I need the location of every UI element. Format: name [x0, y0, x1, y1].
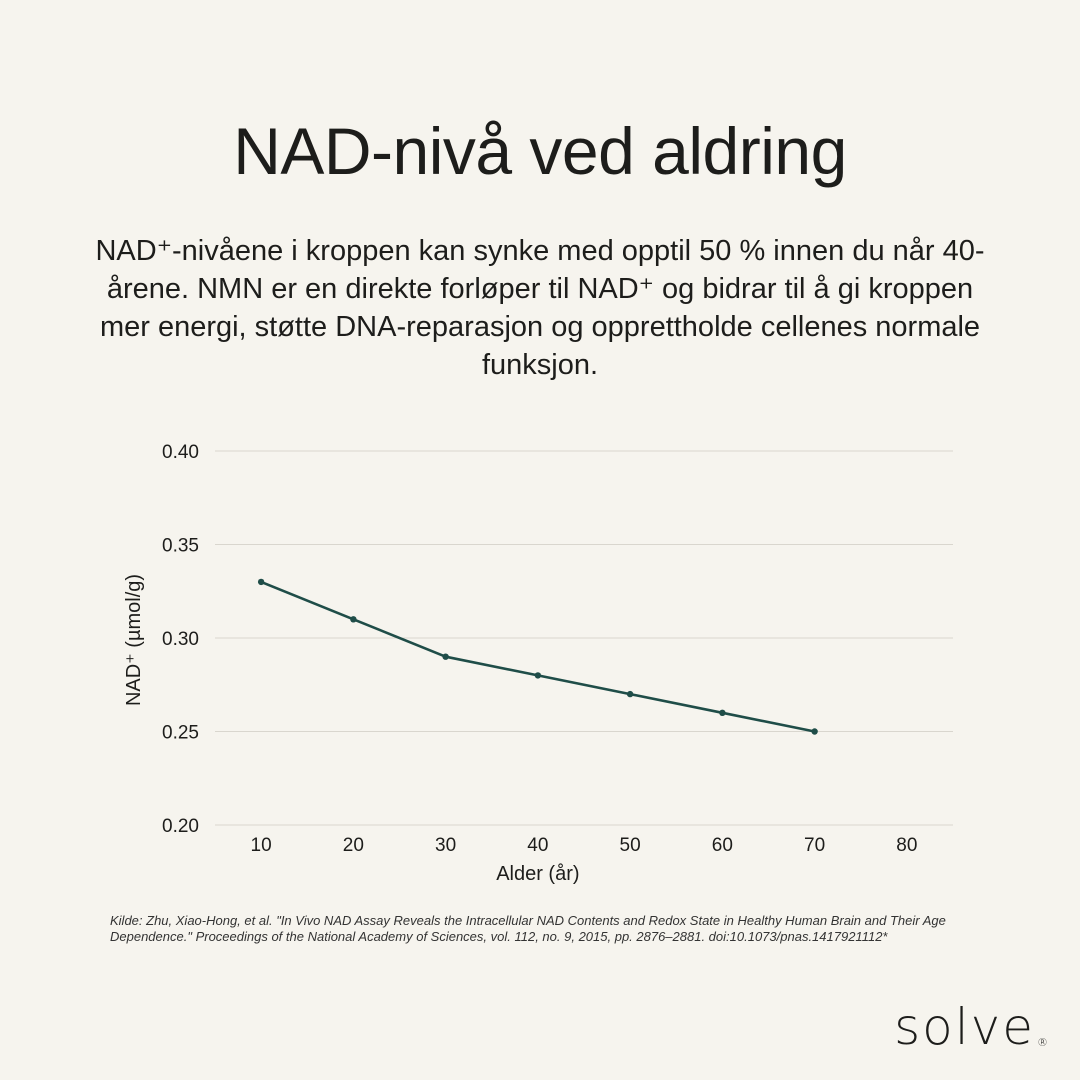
x-tick-label: 50 — [620, 835, 641, 856]
data-point — [811, 728, 818, 735]
source-citation: Kilde: Zhu, Xiao-Hong, et al. "In Vivo N… — [110, 913, 946, 944]
data-point — [534, 672, 542, 679]
x-axis-label: Alder (år) — [496, 863, 579, 885]
nad-series-line — [260, 580, 815, 733]
nad-line-chart: 0.20 0.25 0.30 0.35 0.40 10 20 30 40 50 60 70 80 NA… — [123, 442, 953, 885]
x-tick-label: 20 — [343, 835, 364, 856]
solve-logo: solve ® — [894, 998, 1048, 1056]
series-line — [260, 580, 815, 733]
logo-wordmark: solve — [894, 998, 1035, 1056]
y-tick-label: 0.25 — [162, 723, 199, 744]
data-point — [350, 616, 357, 623]
page-title: NAD-nivå ved aldring — [233, 114, 847, 188]
x-tick-label: 80 — [896, 835, 917, 856]
x-tick-label: 40 — [527, 835, 548, 856]
y-axis-ticks: 0.20 0.25 0.30 0.35 0.40 — [162, 442, 199, 837]
intro-text: NAD⁺-nivåene i kroppen kan synke med opp… — [95, 235, 985, 381]
x-tick-label: 30 — [435, 835, 456, 856]
x-tick-label: 10 — [251, 835, 272, 856]
x-tick-label: 70 — [804, 835, 825, 856]
data-point — [719, 709, 726, 716]
x-axis-ticks: 10 20 30 40 50 60 70 80 — [251, 835, 918, 856]
data-point — [626, 690, 634, 698]
x-tick-label: 60 — [712, 835, 733, 856]
y-tick-label: 0.30 — [162, 629, 199, 650]
registered-mark: ® — [1037, 1036, 1048, 1049]
grid-lines — [215, 450, 953, 826]
data-point — [257, 578, 265, 586]
series-points — [257, 578, 818, 735]
y-tick-label: 0.20 — [162, 816, 199, 837]
y-tick-label: 0.40 — [162, 442, 199, 463]
data-point — [442, 653, 449, 660]
y-tick-label: 0.35 — [162, 536, 199, 557]
y-axis-label: NAD⁺ (µmol/g) — [123, 574, 145, 706]
